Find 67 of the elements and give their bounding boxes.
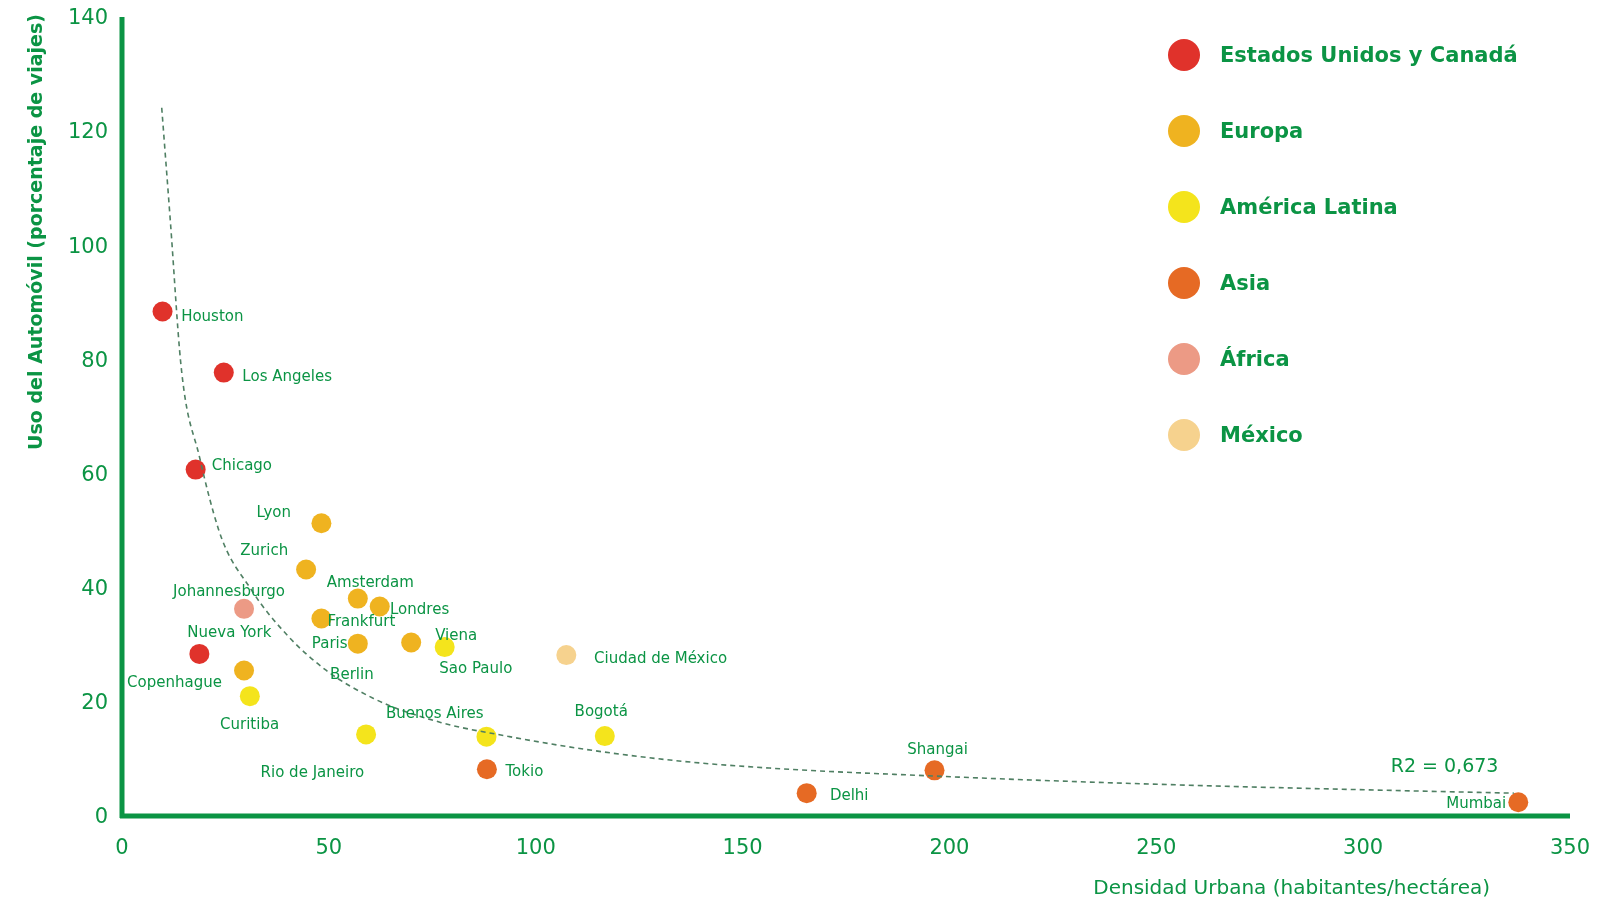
point (356, 724, 377, 745)
point (234, 660, 255, 681)
point (401, 632, 422, 653)
point (185, 459, 206, 480)
y-tick-label: 140 (67, 5, 108, 30)
point (476, 759, 497, 780)
annotation: Zurich (240, 540, 289, 559)
annotation: Nueva York (187, 623, 272, 642)
annotation: Mumbai (1446, 793, 1507, 812)
point (189, 643, 210, 664)
annotation: Delhi (829, 785, 869, 804)
point (924, 760, 945, 781)
annotation: Ciudad de México (594, 649, 728, 668)
annotation: Chicago (211, 456, 273, 475)
point (311, 513, 332, 534)
point (234, 598, 255, 619)
legend-label: México (1220, 423, 1303, 448)
annotation: R2 = 0,673 (1390, 753, 1499, 776)
point (347, 633, 368, 654)
annotation: Copenhague (127, 672, 222, 691)
x-tick-label: 350 (1549, 835, 1591, 859)
point (796, 783, 817, 804)
y-tick-label: 60 (81, 461, 108, 486)
y-tick-label: 40 (81, 576, 108, 601)
y-tick-label: 0 (94, 804, 108, 829)
y-tick-label: 20 (81, 690, 108, 715)
annotation: Curitiba (220, 715, 280, 734)
annotation: Johannesburgo (172, 582, 286, 601)
y-tick-label: 80 (81, 347, 108, 372)
x-tick-label: 50 (315, 835, 343, 859)
annotation: Lyon (256, 503, 291, 522)
annotation: Buenos Aires (385, 703, 484, 722)
annotation: Tokio (504, 762, 544, 781)
annotation: Sao Paulo (439, 659, 513, 678)
x-tick-label: 0 (115, 835, 129, 859)
annotation: Houston (181, 307, 244, 326)
y-tick-label: 100 (67, 233, 108, 258)
annotation: Rio de Janeiro (260, 763, 365, 782)
annotation: Bogotá (574, 702, 628, 721)
annotation: Berlin (330, 664, 374, 683)
point (556, 645, 577, 666)
legend-label: Asia (1220, 271, 1271, 296)
y-axis-title: Uso del Automóvil (porcentaje de viajes) (24, 14, 46, 450)
legend-label: África (1220, 346, 1290, 372)
point (239, 686, 260, 707)
point (476, 726, 497, 747)
x-tick-label: 300 (1343, 835, 1384, 859)
x-tick-label: 200 (929, 835, 970, 859)
legend-label: Estados Unidos y Canadá (1220, 43, 1518, 68)
legend-label: Europa (1220, 119, 1304, 144)
x-tick-label: 100 (515, 835, 556, 859)
point (296, 559, 317, 580)
x-axis-title: Densidad Urbana (habitantes/hectárea) (1093, 875, 1490, 899)
x-tick-label: 150 (722, 835, 763, 859)
legend-label: América Latina (1220, 195, 1398, 220)
point (1508, 792, 1529, 813)
annotation: Paris (311, 633, 348, 652)
y-tick-label: 120 (67, 119, 108, 144)
point (594, 726, 615, 747)
x-tick-label: 250 (1136, 835, 1177, 859)
point (347, 588, 368, 609)
annotation: Shangai (907, 739, 968, 758)
annotation: Amsterdam (326, 572, 414, 591)
point (213, 362, 234, 383)
annotation: Viena (435, 625, 478, 644)
point (152, 301, 173, 322)
annotation: Los Angeles (242, 367, 333, 386)
